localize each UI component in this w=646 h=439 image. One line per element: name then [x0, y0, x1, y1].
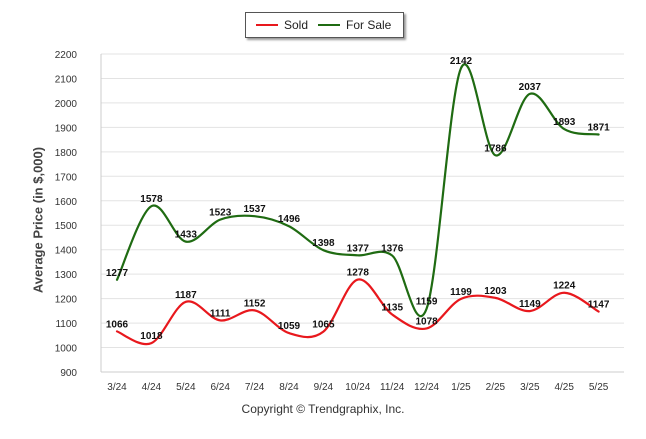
data-label-for-sale: 1277	[106, 268, 129, 279]
series-line-sold	[115, 278, 600, 346]
x-tick-label: 4/24	[142, 382, 162, 393]
legend: Sold For Sale	[245, 12, 404, 38]
y-tick-label: 1300	[55, 270, 78, 281]
copyright-text: Copyright © Trendgraphix, Inc.	[241, 402, 405, 416]
y-tick-label: 2000	[55, 99, 78, 110]
x-tick-label: 1/25	[451, 382, 471, 393]
y-tick-label: 2200	[55, 50, 78, 61]
legend-item-for-sale[interactable]: For Sale	[318, 13, 391, 37]
y-tick-label: 1800	[55, 148, 78, 159]
data-label-sold: 1199	[450, 287, 472, 298]
x-tick-label: 2/25	[486, 382, 506, 393]
data-label-for-sale: 1433	[175, 230, 198, 241]
y-tick-label: 1000	[55, 344, 78, 355]
data-label-sold: 1111	[210, 308, 231, 319]
data-label-for-sale: 1523	[209, 208, 232, 219]
x-tick-label: 5/25	[589, 382, 609, 393]
data-label-for-sale: 1578	[140, 194, 163, 205]
data-label-sold: 1078	[415, 316, 438, 327]
x-tick-label: 3/24	[107, 382, 127, 393]
x-tick-label: 6/24	[210, 382, 230, 393]
data-label-for-sale: 1537	[243, 204, 266, 215]
data-label-sold: 1203	[484, 286, 507, 297]
data-label-sold: 1059	[278, 321, 301, 332]
data-label-sold: 1149	[519, 299, 541, 310]
legend-swatch-sold	[256, 24, 278, 26]
data-label-for-sale: 1786	[484, 143, 507, 154]
data-label-for-sale: 2142	[450, 56, 473, 67]
y-tick-label: 1700	[55, 172, 78, 183]
x-tick-label: 3/25	[520, 382, 540, 393]
y-tick-label: 900	[60, 368, 77, 379]
data-label-for-sale: 1377	[347, 243, 370, 254]
x-tick-label: 8/24	[279, 382, 299, 393]
data-label-for-sale: 1871	[587, 122, 610, 133]
y-tick-label: 1400	[55, 246, 78, 257]
y-tick-label: 2100	[55, 74, 78, 85]
data-label-for-sale: 2037	[519, 82, 542, 93]
y-tick-label: 1200	[55, 295, 78, 306]
data-label-sold: 1152	[244, 298, 266, 309]
legend-label-sold: Sold	[284, 18, 309, 32]
series-line-for-sale	[115, 63, 600, 318]
data-label-sold: 1187	[175, 290, 197, 301]
data-label-for-sale: 1893	[553, 117, 576, 128]
data-label-for-sale: 1496	[278, 214, 301, 225]
legend-label-for-sale: For Sale	[346, 18, 392, 32]
x-tick-label: 10/24	[345, 382, 370, 393]
legend-item-sold[interactable]: Sold	[256, 13, 308, 37]
data-label-sold: 1278	[347, 268, 370, 279]
data-label-sold: 1135	[381, 303, 403, 314]
data-label-sold: 1224	[553, 281, 576, 292]
data-label-sold: 1147	[588, 300, 610, 311]
y-tick-label: 1600	[55, 197, 78, 208]
data-label-sold: 1066	[106, 319, 129, 330]
y-axis-label: Average Price (in $,000)	[30, 146, 46, 294]
y-tick-label: 1500	[55, 221, 78, 232]
x-tick-label: 9/24	[314, 382, 334, 393]
x-tick-label: 4/25	[554, 382, 574, 393]
data-label-for-sale: 1376	[381, 244, 404, 255]
data-label-sold: 1065	[312, 320, 335, 331]
y-tick-label: 1900	[55, 123, 78, 134]
data-label-for-sale: 1398	[312, 238, 335, 249]
x-tick-label: 11/24	[380, 382, 405, 393]
x-tick-label: 5/24	[176, 382, 196, 393]
x-tick-label: 12/24	[414, 382, 439, 393]
data-label-for-sale: 1159	[416, 297, 438, 308]
legend-swatch-for-sale	[318, 24, 340, 26]
x-tick-label: 7/24	[245, 382, 265, 393]
y-tick-label: 1100	[55, 319, 77, 330]
data-label-sold: 1018	[140, 331, 163, 342]
